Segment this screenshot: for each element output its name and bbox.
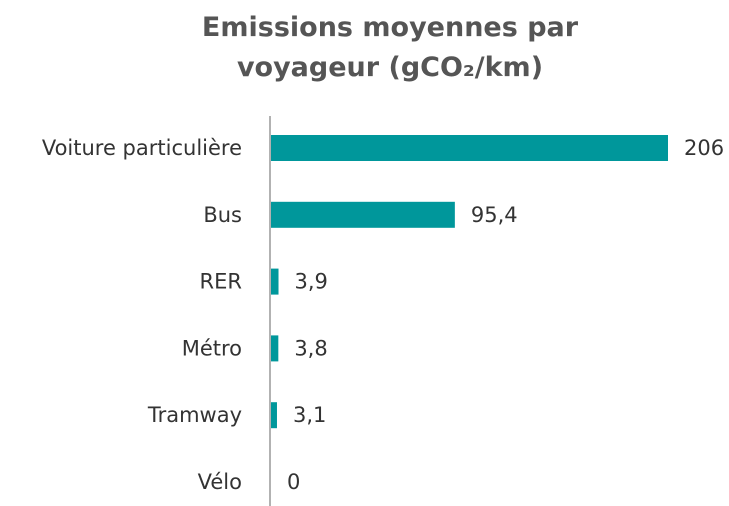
bar <box>271 335 279 362</box>
chart-title: Emissions moyennes par voyageur (gCO₂/km… <box>201 12 579 83</box>
value-label: 3,9 <box>295 270 328 294</box>
bar <box>271 268 279 295</box>
bar <box>271 402 277 429</box>
category-label: Bus <box>203 203 242 227</box>
value-label: 95,4 <box>471 203 518 227</box>
value-label: 0 <box>287 470 300 494</box>
value-label: 206 <box>684 136 724 160</box>
category-label: Vélo <box>198 470 242 494</box>
category-label: Voiture particulière <box>42 136 242 160</box>
category-label: Tramway <box>147 403 242 427</box>
value-label: 3,8 <box>294 336 327 360</box>
value-label: 3,1 <box>293 403 326 427</box>
category-label: Métro <box>182 336 242 360</box>
bar <box>271 201 455 228</box>
category-label: RER <box>200 270 242 294</box>
bar <box>271 135 668 161</box>
